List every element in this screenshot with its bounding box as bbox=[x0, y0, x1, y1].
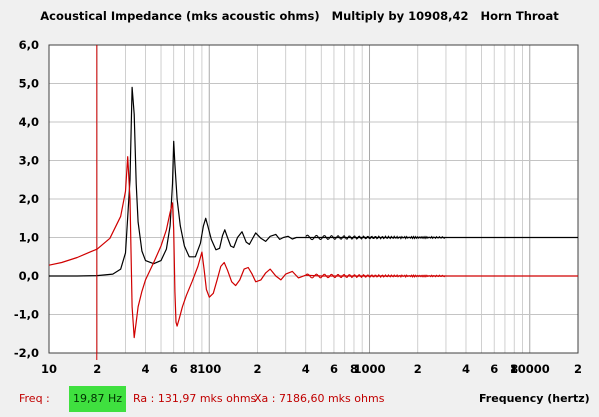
x-tick-label: 2 bbox=[93, 362, 101, 376]
x-tick-label: 4 bbox=[141, 362, 149, 376]
reactance-line bbox=[48, 156, 578, 339]
resistance-ripple bbox=[305, 234, 446, 241]
x-tick-label: 4 bbox=[302, 362, 310, 376]
y-tick-label: 3,0 bbox=[19, 154, 39, 168]
x-tick-label: 8 bbox=[190, 362, 198, 376]
chart-title: Acoustical Impedance (mks acoustic ohms)… bbox=[40, 9, 559, 23]
reactance-ripple bbox=[305, 273, 446, 279]
x-tick-label: 100 bbox=[197, 362, 221, 376]
x-tick-label: 4 bbox=[462, 362, 470, 376]
x-axis-label: Frequency (hertz) bbox=[479, 392, 590, 405]
x-tick-label: 6 bbox=[490, 362, 498, 376]
y-tick-label: 2,0 bbox=[19, 192, 39, 206]
y-tick-label: -2,0 bbox=[14, 346, 39, 360]
resistance-readout: Ra : 131,97 mks ohms bbox=[133, 392, 257, 405]
resistance-line bbox=[49, 86, 578, 277]
reactance-readout: Xa : 7186,60 mks ohms bbox=[254, 392, 385, 405]
freq-label: Freq : bbox=[19, 392, 50, 405]
x-tick-label: 2 bbox=[414, 362, 422, 376]
x-tick-label: 8 bbox=[350, 362, 358, 376]
x-tick-label: 1000 bbox=[353, 362, 385, 376]
plot-frame bbox=[48, 44, 579, 354]
y-tick-label: -1,0 bbox=[14, 308, 39, 322]
x-tick-label: 8 bbox=[510, 362, 518, 376]
x-tick-label: 10000 bbox=[510, 362, 550, 376]
y-tick-label: 4,0 bbox=[19, 115, 39, 129]
y-tick-label: 5,0 bbox=[19, 77, 39, 91]
impedance-chart[interactable]: 6,05,04,03,02,01,00,0-1,0-2,010 2 4 6 8 100 2 4… bbox=[0, 0, 599, 384]
y-tick-label: 1,0 bbox=[19, 231, 39, 245]
x-tick-label: 6 bbox=[330, 362, 338, 376]
x-tick-label: 2 bbox=[253, 362, 261, 376]
x-tick-label: 10 bbox=[41, 362, 57, 376]
y-tick-label: 6,0 bbox=[19, 38, 39, 52]
freq-value-readout: 19,87 Hz bbox=[69, 386, 127, 412]
x-tick-label: 2 bbox=[574, 362, 582, 376]
y-tick-label: 0,0 bbox=[19, 269, 39, 283]
status-bar: Freq : 19,87 Hz Ra : 131,97 mks ohms Xa … bbox=[0, 384, 599, 414]
x-tick-label: 6 bbox=[170, 362, 178, 376]
